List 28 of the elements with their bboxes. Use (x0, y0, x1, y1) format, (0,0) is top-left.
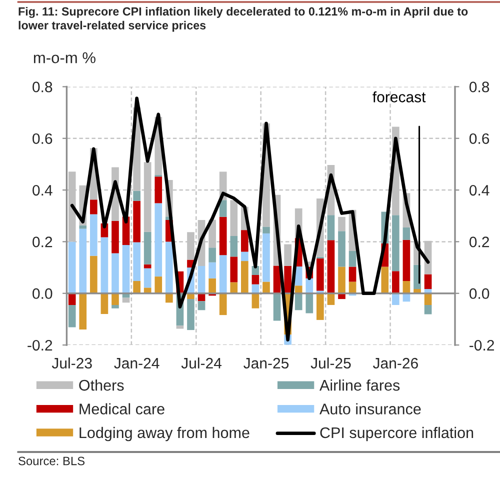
y2-tick-label: -0.2 (470, 340, 494, 351)
y-tick-label: 0.0 (32, 288, 52, 299)
y-tick-label: 0.6 (32, 133, 52, 144)
legend-label: CPI supercore inflation (320, 426, 474, 442)
y-tick-label: 0.2 (32, 236, 52, 248)
y-axis-title: m-o-m % (34, 52, 96, 64)
source-note: Source: BLS (18, 456, 85, 466)
y-tick-label: 0.4 (32, 184, 52, 196)
legend-label: Medical care (80, 403, 164, 414)
y2-tick-label: 0.0 (469, 288, 490, 299)
x-tick-label: Jan-25 (244, 358, 289, 369)
y2-tick-label: 0.4 (469, 184, 490, 196)
x-tick-label: Jan-24 (114, 358, 160, 369)
legend-label: Lodging away from home (80, 426, 250, 442)
y2-tick-label: 0.6 (469, 133, 490, 144)
y-tick-label: 0.8 (32, 82, 52, 92)
x-tick-label: Jul-23 (52, 358, 92, 369)
x-tick-label: Jul-24 (181, 358, 222, 369)
x-tick-label: Jan-26 (372, 358, 418, 369)
y2-tick-label: 0.2 (469, 236, 489, 248)
legend-label: Airline fares (320, 379, 400, 391)
chart-title: Fig. 11: Suprecore CPI inflation likely decelerated to 0.121% m-o-m in April due to lower travel-related service prices (18, 7, 468, 32)
y2-tick-label: 0.8 (469, 82, 490, 92)
legend-label: Auto insurance (320, 403, 421, 414)
legend-label: Others (79, 379, 124, 391)
x-tick-label: Jul-25 (310, 358, 351, 369)
y-tick-label: -0.2 (28, 340, 52, 351)
annotation: forecast (372, 91, 426, 102)
